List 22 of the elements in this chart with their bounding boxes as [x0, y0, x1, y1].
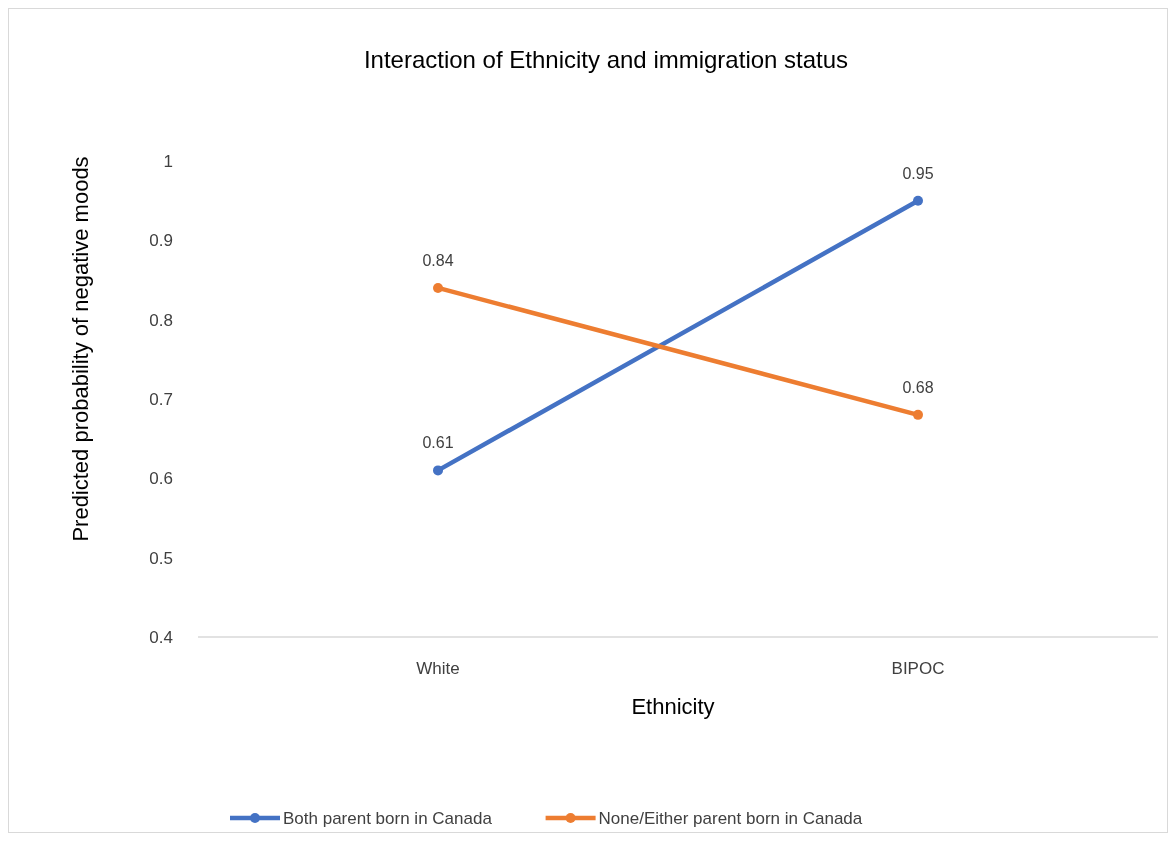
point	[433, 282, 443, 293]
x-axis-title: Ethnicity	[631, 694, 715, 719]
point	[913, 409, 923, 420]
y-tick-label: 0.5	[149, 548, 173, 568]
y-tick-label: 0.7	[149, 390, 173, 409]
data-label: 0.68	[902, 378, 934, 396]
x-tick-label: White	[416, 659, 460, 678]
y-tick-label: 0.6	[149, 469, 173, 489]
point	[433, 465, 443, 476]
y-tick-label: 0.9	[149, 231, 173, 251]
data-label: 0.84	[422, 251, 454, 269]
y-tick-label: 0.4	[149, 628, 173, 647]
data-label: 0.61	[422, 434, 454, 452]
y-tick-label: 0.8	[149, 310, 173, 330]
y-tick-label: 1	[163, 152, 173, 171]
legend-label: Both parent born in Canada	[283, 809, 493, 828]
chart-title: Interaction of Ethnicity and immigration status	[363, 46, 849, 73]
data-label: 0.95	[902, 164, 934, 182]
x-tick-label: BIPOC	[891, 659, 945, 678]
point	[913, 195, 923, 206]
y-axis-title: Predicted probability of negative moods	[68, 156, 93, 542]
legend-label: None/Either parent born in Canada	[598, 809, 863, 828]
